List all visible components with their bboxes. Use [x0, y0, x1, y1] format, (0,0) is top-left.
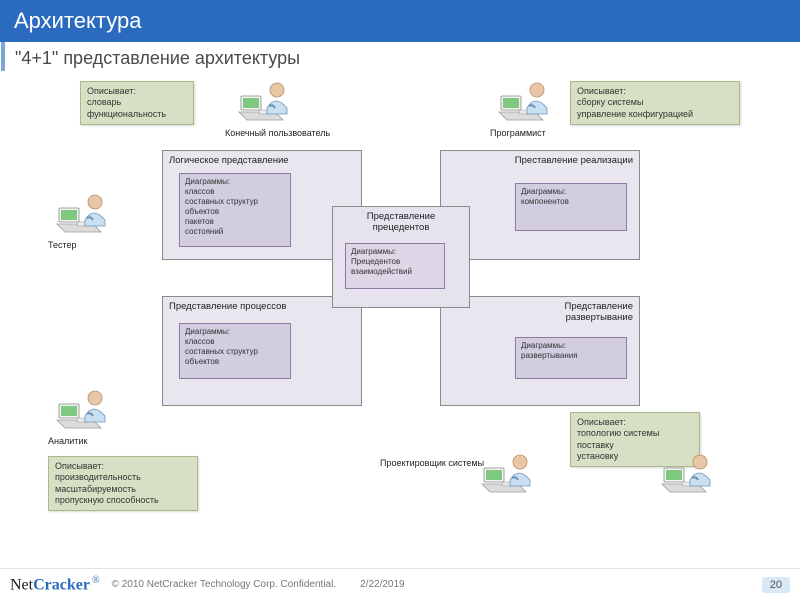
footer-copyright: © 2010 NetCracker Technology Corp. Confi… — [112, 579, 337, 590]
role-tester — [55, 190, 111, 234]
role-analyst-label: Аналитик — [48, 436, 87, 446]
brand-part-a: Net — [10, 576, 33, 593]
footer-bar: NetCracker® © 2010 NetCracker Technology… — [0, 568, 800, 600]
role-end-user — [237, 78, 293, 122]
footer-date: 2/22/2019 — [360, 579, 405, 590]
role-integrator — [660, 450, 716, 494]
role-designer — [480, 450, 536, 494]
slide-header: Архитектура — [0, 0, 800, 42]
view-implementation: Преставление реализации Диаграммы: компон… — [440, 150, 640, 260]
role-tester-label: Тестер — [48, 240, 77, 250]
role-designer-label: Проектировщик системы — [380, 458, 484, 468]
role-programmer-label: Программист — [490, 128, 546, 138]
view-process: Представление процессовДиаграммы: классо… — [162, 296, 362, 406]
brand-reg: ® — [92, 575, 100, 586]
view-deployment-diagrams: Диаграммы: развертывания — [515, 337, 627, 379]
view-deployment-title: Представление развертывание — [441, 297, 639, 323]
role-analyst — [55, 386, 111, 430]
view-deployment: Представление развертывание Диаграммы: ра… — [440, 296, 640, 406]
note-bottom-left: Описывает: производительность масштабиру… — [48, 456, 198, 511]
slide-title: Архитектура — [14, 8, 141, 33]
note-top-right: Описывает: сборку системы управление кон… — [570, 81, 740, 125]
page-number: 20 — [762, 577, 790, 593]
view-logical-diagrams: Диаграммы: классов составных структур об… — [179, 173, 291, 247]
view-process-diagrams: Диаграммы: классов составных структур об… — [179, 323, 291, 379]
brand-logo: NetCracker® — [10, 575, 100, 594]
view-implementation-title: Преставление реализации — [441, 151, 639, 166]
view-implementation-diagrams: Диаграммы: компонентов — [515, 183, 627, 231]
brand-part-b: Cracker — [33, 576, 90, 593]
role-programmer — [497, 78, 553, 122]
view-logical-title: Логическое представление — [163, 151, 361, 166]
role-end-user-label: Конечный пользвователь — [225, 128, 330, 138]
diagram-canvas: Описывает: словарь функциональность Описы… — [0, 78, 800, 568]
view-usecase-diagrams: Диаграммы: Прецедентов взаимодействий — [345, 243, 445, 289]
view-usecase: Представление прецедентов Диаграммы: Прец… — [332, 206, 470, 308]
slide-subtitle: "4+1" представление архитектуры — [1, 42, 800, 71]
note-top-left: Описывает: словарь функциональность — [80, 81, 194, 125]
view-usecase-title: Представление прецедентов — [333, 207, 469, 235]
